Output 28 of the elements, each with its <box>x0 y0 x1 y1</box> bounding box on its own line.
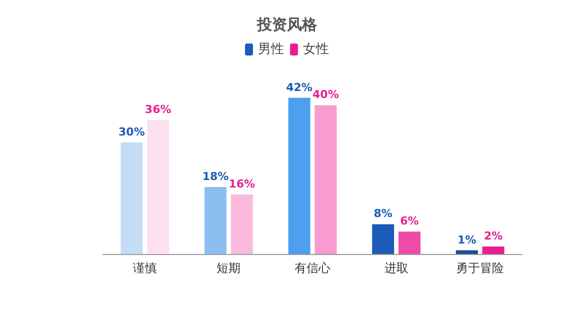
x-tick-label: 谨慎 <box>132 261 157 275</box>
bar <box>204 187 226 254</box>
bar <box>482 246 504 254</box>
chart-title: 投资风格 <box>256 16 318 34</box>
data-label: 40% <box>312 88 339 102</box>
bar <box>230 194 253 254</box>
data-label: 2% <box>484 230 503 243</box>
data-label: 36% <box>144 103 172 116</box>
bar <box>288 98 310 254</box>
x-tick-label: 勇于冒险 <box>456 261 504 275</box>
legend-label: 女性 <box>303 42 329 57</box>
x-tick-label: 进取 <box>384 261 408 275</box>
bar <box>398 232 420 254</box>
data-label: 1% <box>458 233 476 246</box>
data-label: 6% <box>400 214 419 228</box>
bar <box>147 120 170 254</box>
bar <box>456 250 478 254</box>
data-label: 30% <box>118 125 145 138</box>
data-label: 42% <box>286 80 312 94</box>
data-label: 8% <box>374 207 392 220</box>
data-label: 16% <box>228 177 256 190</box>
data-label: 18% <box>202 170 229 184</box>
bar <box>314 105 337 254</box>
x-tick-label: 有信心 <box>294 261 330 275</box>
bar <box>372 224 394 254</box>
x-tick-label: 短期 <box>216 261 241 275</box>
legend-label: 男性 <box>258 42 284 57</box>
bar <box>120 142 143 254</box>
